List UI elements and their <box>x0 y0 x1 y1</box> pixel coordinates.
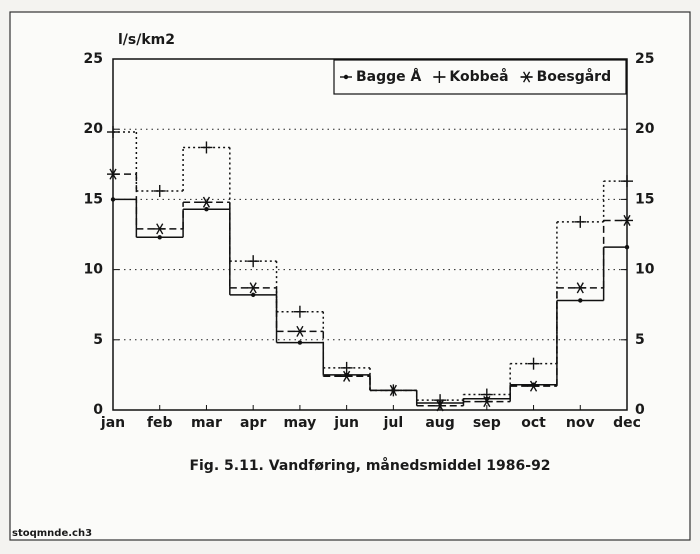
marker <box>527 357 540 370</box>
marker <box>110 197 116 202</box>
marker <box>340 370 353 382</box>
legend-item: Bagge Å <box>340 68 422 85</box>
y-tick-label: 20 <box>84 121 104 137</box>
x-tick-label: may <box>284 415 317 431</box>
marker <box>387 384 400 396</box>
legend-item: Kobbeå <box>433 68 509 85</box>
y2-tick-label: 20 <box>635 121 655 137</box>
marker <box>520 71 533 83</box>
marker <box>200 141 213 154</box>
x-tick-label: aug <box>425 415 454 431</box>
y2-tick-label: 15 <box>635 191 654 207</box>
caption: Fig. 5.11. Vandføring, månedsmiddel 1986… <box>189 457 550 474</box>
marker-part <box>522 71 531 83</box>
marker-dot <box>250 292 256 298</box>
marker <box>574 282 587 294</box>
y2-tick-label: 5 <box>635 332 645 348</box>
x-tick-label: jan <box>100 415 125 431</box>
legend-label: Boesgård <box>537 68 612 85</box>
footer: stoqmnde.ch3 <box>12 528 92 539</box>
marker <box>247 255 260 268</box>
x-tick-label: jul <box>383 415 404 431</box>
marker-part <box>343 370 351 382</box>
legend-box <box>333 59 627 95</box>
marker <box>480 388 493 401</box>
marker <box>578 298 583 303</box>
x-tick-label: nov <box>566 415 595 431</box>
x-tick-label: dec <box>613 415 641 431</box>
marker <box>434 400 447 412</box>
marker-part <box>109 168 117 180</box>
marker-part <box>436 400 444 412</box>
marker-dot <box>624 244 630 250</box>
marker-part <box>623 214 631 227</box>
y2-tick-label: 10 <box>635 262 655 278</box>
plot-area <box>112 58 628 411</box>
marker-part <box>483 396 491 408</box>
marker <box>340 361 353 374</box>
x-tick-label: mar <box>191 415 222 431</box>
marker <box>343 74 349 80</box>
marker <box>527 380 540 392</box>
y2-tick-label: 25 <box>635 51 654 67</box>
marker <box>200 196 213 208</box>
marker <box>434 394 447 407</box>
y-tick-label: 10 <box>84 262 104 278</box>
y-tick-label: 25 <box>84 51 103 67</box>
marker-dot <box>297 340 303 345</box>
marker <box>107 126 119 139</box>
y-tick-label: 0 <box>93 402 103 418</box>
marker-part <box>296 325 304 337</box>
marker <box>433 71 446 83</box>
x-tick-label: sep <box>473 415 501 431</box>
marker <box>107 168 119 180</box>
marker-dot <box>157 235 162 240</box>
marker <box>574 215 587 228</box>
x-tick-label: apr <box>240 415 266 431</box>
series <box>107 168 633 412</box>
marker-dot <box>110 197 116 202</box>
marker <box>293 325 306 337</box>
marker <box>204 207 209 212</box>
y-tick-label: 5 <box>93 332 103 348</box>
x-tick-label: feb <box>147 415 173 431</box>
marker-dot <box>578 298 583 303</box>
marker <box>247 282 260 294</box>
marker <box>293 305 306 318</box>
marker <box>153 223 166 235</box>
x-tick-label: oct <box>521 415 546 431</box>
marker-dot <box>343 74 349 80</box>
x-tick-label: jun <box>333 415 359 431</box>
legend-label: Bagge Å <box>356 68 422 85</box>
marker <box>250 292 256 298</box>
frame <box>9 11 691 541</box>
y-axis-label: l/s/km2 <box>118 32 175 48</box>
marker-part <box>576 282 584 294</box>
marker <box>153 184 166 197</box>
legend-label: Kobbeå <box>449 68 508 85</box>
marker <box>157 235 162 240</box>
marker-part <box>529 380 538 392</box>
marker-part <box>156 223 164 235</box>
marker <box>480 396 493 408</box>
y2-tick-label: 0 <box>635 402 645 418</box>
legend-item: Boesgård <box>520 68 612 85</box>
marker-part <box>202 196 211 208</box>
y-tick-label: 15 <box>84 191 103 207</box>
marker <box>297 340 303 345</box>
marker-dot <box>204 207 209 212</box>
marker <box>621 214 633 227</box>
marker-part <box>249 282 257 294</box>
marker <box>621 175 633 188</box>
marker-part <box>389 384 397 396</box>
marker <box>624 244 630 250</box>
